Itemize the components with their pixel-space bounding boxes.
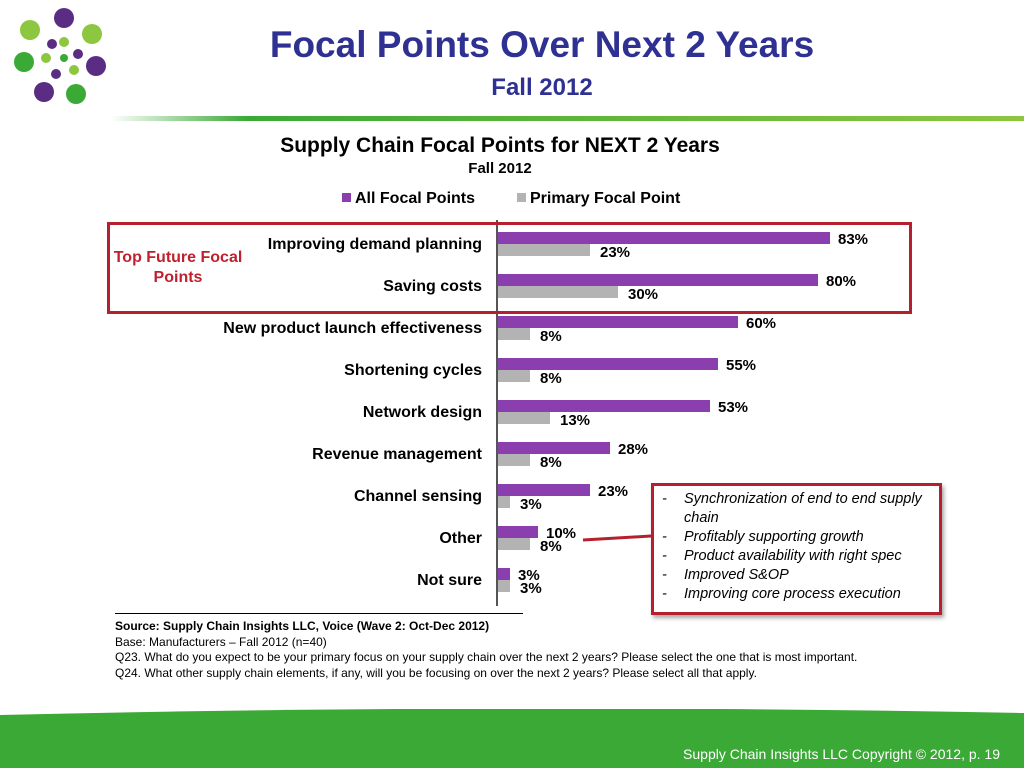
category-label: Not sure [417,572,482,589]
source-line: Source: Supply Chain Insights LLC, Voice… [115,619,490,633]
data-label-all: 83% [838,231,868,248]
data-label-all: 3% [518,567,540,584]
bar-all-focal-points [498,316,738,328]
callout-connector [582,534,652,542]
category-label: Channel sensing [354,488,482,505]
chart-title: Supply Chain Focal Points for NEXT 2 Yea… [280,134,720,157]
bar-all-focal-points [498,484,590,496]
legend-swatch-primary [517,193,526,202]
list-item: - Improved S&OP [662,567,789,583]
slide-subtitle: Fall 2012 [491,74,593,101]
category-label: Improving demand planning [268,236,482,253]
footer-copyright: Supply Chain Insights LLC Copyright © 20… [683,746,1000,762]
base-line: Base: Manufacturers – Fall 2012 (n=40) [115,634,327,649]
bar-all-focal-points [498,400,710,412]
bar-primary-focal-point [498,286,618,298]
legend-item-primary-focal-point: Primary Focal Point [517,190,680,208]
legend-swatch-all [342,193,351,202]
bar-primary-focal-point [498,496,510,508]
list-item: - Improving core process execution [662,586,901,602]
data-label-primary: 3% [520,496,542,513]
question-24: Q24. What other supply chain elements, i… [115,665,757,680]
bar-primary-focal-point [498,412,550,424]
footer-band [0,709,1024,768]
data-label-primary: 23% [600,244,630,261]
bar-all-focal-points [498,274,818,286]
data-label-primary: 30% [628,286,658,303]
list-item: - Profitably supporting growth [662,529,864,545]
bar-all-focal-points [498,442,610,454]
slide-title: Focal Points Over Next 2 Years [269,24,815,65]
chart-subtitle: Fall 2012 [468,160,532,177]
other-details-callout: - Synchronization of end to end supply ch… [651,483,942,615]
bar-all-focal-points [498,358,718,370]
bar-all-focal-points [498,568,510,580]
question-23: Q23. What do you expect to be your prima… [115,650,858,664]
category-label: Revenue management [312,446,483,463]
source-divider [115,613,523,614]
category-label: Network design [363,404,482,421]
category-label: New product launch effectiveness [223,320,482,337]
top-focal-points-highlight [107,222,912,314]
title-divider [110,116,1024,121]
category-label: Saving costs [383,278,482,295]
legend-label-all: All Focal Points [355,190,476,207]
data-label-all: 60% [746,315,776,332]
bar-primary-focal-point [498,580,510,592]
data-label-primary: 8% [540,454,562,471]
legend-label-primary: Primary Focal Point [530,190,681,207]
category-label: Other [439,530,482,547]
bar-all-focal-points [498,526,538,538]
data-label-primary: 13% [560,412,590,429]
other-details-list: - Synchronization of end to end supply ch… [662,490,929,604]
bar-primary-focal-point [498,370,530,382]
data-label-all: 53% [718,399,748,416]
top-future-focal-points-label: Top Future Focal Points [113,249,243,286]
data-label-all: 23% [598,483,628,500]
bar-primary-focal-point [498,244,590,256]
company-logo [14,8,106,104]
data-label-all: 80% [826,273,856,290]
bar-all-focal-points [498,232,830,244]
list-item: - Synchronization of end to end supply ch… [662,491,922,526]
data-label-primary: 8% [540,328,562,345]
data-label-all: 55% [726,357,756,374]
data-label-primary: 3% [520,580,542,597]
data-label-primary: 8% [540,538,562,555]
bar-primary-focal-point [498,328,530,340]
data-label-primary: 8% [540,370,562,387]
legend-item-all-focal-points: All Focal Points [342,190,475,208]
list-item: - Product availability with right spec [662,548,902,564]
data-label-all: 10% [546,525,576,542]
bar-primary-focal-point [498,538,530,550]
source-notes: Source: Supply Chain Insights LLC, Voice… [115,619,857,681]
category-label: Shortening cycles [344,362,482,379]
data-label-all: 28% [618,441,648,458]
bar-primary-focal-point [498,454,530,466]
